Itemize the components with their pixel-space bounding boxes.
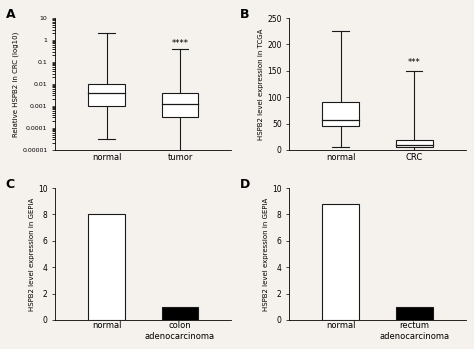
Y-axis label: HSPB2 level expression in GEPIA: HSPB2 level expression in GEPIA: [29, 198, 35, 311]
Y-axis label: HSPB2 level expression in TCGA: HSPB2 level expression in TCGA: [258, 28, 264, 140]
Y-axis label: HSPB2 level expression in GEPIA: HSPB2 level expression in GEPIA: [263, 198, 269, 311]
Text: C: C: [6, 178, 15, 191]
Bar: [162, 93, 199, 118]
Y-axis label: Relative HSPB2 in CRC (log10): Relative HSPB2 in CRC (log10): [13, 31, 19, 137]
Bar: [396, 307, 433, 320]
Bar: [88, 214, 125, 320]
Bar: [162, 307, 199, 320]
Text: ****: ****: [172, 39, 189, 49]
Text: B: B: [240, 8, 249, 21]
Bar: [322, 103, 359, 126]
Bar: [396, 140, 433, 147]
Text: A: A: [6, 8, 15, 21]
Bar: [322, 204, 359, 320]
Text: ***: ***: [408, 58, 420, 67]
Bar: [88, 84, 125, 106]
Text: D: D: [240, 178, 250, 191]
